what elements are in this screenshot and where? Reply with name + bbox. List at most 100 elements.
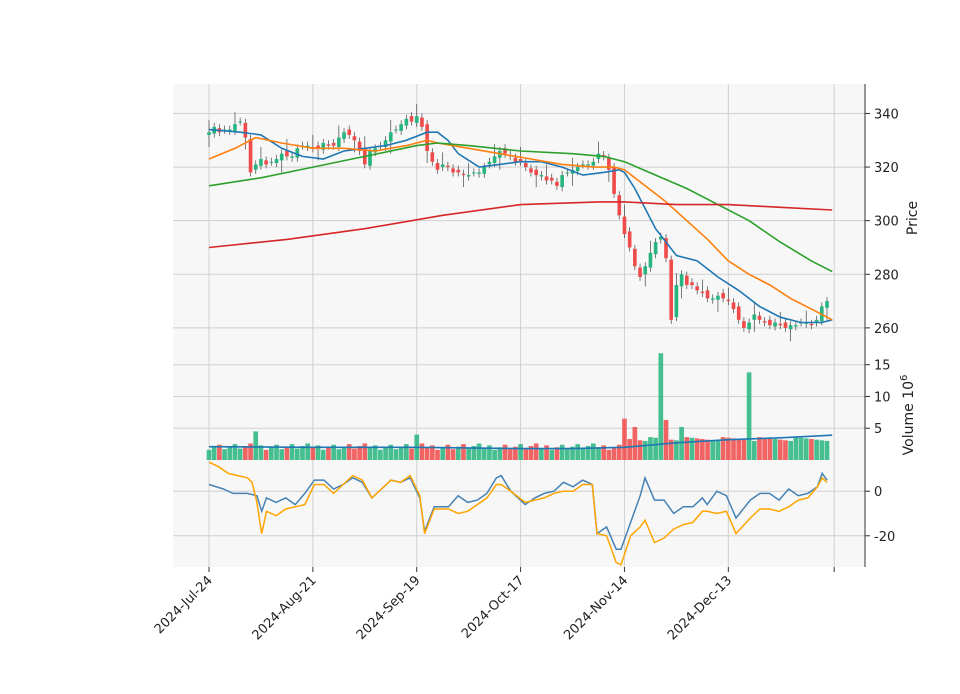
volume-bar	[315, 445, 321, 460]
candle-body	[243, 122, 248, 138]
candle-body	[503, 148, 507, 154]
volume-bar	[564, 449, 570, 460]
volume-bar	[289, 444, 295, 460]
candle-body	[648, 252, 653, 268]
volume-bar	[710, 440, 716, 460]
candle-body	[279, 153, 284, 161]
volume-bar	[694, 438, 700, 460]
candle-body	[274, 159, 279, 164]
candle-body	[726, 299, 731, 302]
candle-body	[669, 259, 674, 320]
candle-body	[544, 176, 549, 181]
volume-bar	[793, 437, 799, 460]
volume-bar	[731, 438, 736, 460]
volume-bar	[570, 446, 575, 460]
candle-body	[809, 323, 814, 326]
candle-body	[435, 163, 440, 170]
volume-bar	[300, 446, 305, 460]
volume-bar	[622, 418, 627, 460]
candle-body	[357, 141, 362, 151]
candle-body	[757, 315, 762, 320]
volume-bar	[751, 440, 757, 460]
volume-bar	[409, 448, 414, 460]
volume-bar	[440, 447, 446, 460]
volume-bar	[590, 443, 596, 460]
volume-bar	[523, 448, 529, 460]
x-tick-label: 2024-Aug-21	[250, 573, 320, 643]
candle-body	[768, 319, 772, 326]
candle-body	[731, 302, 736, 310]
volume-bar	[668, 439, 674, 460]
volume-bar	[606, 449, 612, 460]
candle-body	[253, 164, 258, 170]
volume-bar	[326, 447, 331, 460]
candle-body	[710, 298, 715, 300]
volume-bar	[404, 444, 409, 460]
volume-bar	[346, 444, 352, 460]
volume-bar	[803, 438, 809, 460]
volume-average-line	[208, 434, 833, 450]
volume-bar	[653, 437, 658, 460]
y-tick-label: 10	[874, 390, 891, 405]
volume-bar	[700, 439, 705, 460]
volume-bar	[798, 437, 804, 460]
volume-bar	[627, 439, 632, 460]
candle-body	[238, 121, 242, 123]
volume-bar	[357, 446, 362, 460]
volume-bar	[549, 449, 555, 460]
candle-body	[690, 282, 694, 285]
candle-body	[409, 116, 414, 122]
candle-body	[399, 124, 403, 131]
volume-bar	[248, 443, 253, 460]
volume-bar	[575, 444, 581, 460]
candle-body	[783, 322, 788, 328]
candle-body	[269, 161, 274, 163]
candle-body	[259, 159, 263, 166]
volume-bar	[466, 448, 472, 460]
candle-body	[752, 314, 757, 320]
volume-bar	[679, 426, 684, 460]
volume-exponent: 6	[899, 375, 910, 381]
volume-bar	[341, 446, 347, 460]
volume-bar	[658, 353, 664, 460]
candle-body	[736, 306, 741, 320]
volume-bar	[258, 445, 264, 460]
volume-bar	[263, 449, 269, 460]
volume-bar	[279, 449, 285, 460]
volume-bar	[539, 447, 544, 460]
candle-body	[342, 132, 346, 139]
candle-body	[622, 216, 627, 235]
candle-body	[607, 157, 611, 170]
candle-body	[321, 142, 326, 150]
volume-bar	[206, 449, 212, 460]
volume-bar	[419, 443, 425, 460]
candle-body	[653, 242, 658, 255]
y-tick-label: 0	[874, 485, 882, 500]
volume-bar	[689, 437, 695, 460]
volume-bar	[596, 447, 601, 460]
volume-bar	[648, 437, 653, 460]
y-tick-label: 5	[874, 422, 882, 437]
candle-body	[762, 321, 767, 323]
candle-body	[446, 165, 450, 168]
volume-bar	[481, 447, 487, 460]
volume-bar	[518, 444, 523, 460]
volume-bar	[383, 447, 388, 460]
y-tick-label: 340	[874, 107, 899, 122]
candle-body	[487, 161, 492, 165]
y-tick-label: -20	[874, 530, 895, 545]
volume-bar	[741, 439, 747, 460]
y-tick-label: 300	[874, 215, 899, 230]
candle-body	[575, 167, 580, 172]
volume-bar	[222, 449, 227, 460]
candle-body	[773, 322, 777, 327]
y-tick-label: 320	[874, 161, 899, 176]
candle-body	[581, 164, 585, 166]
volume-bar	[616, 444, 622, 460]
volume-bar	[544, 445, 549, 460]
volume-bar	[533, 443, 539, 460]
candle-body	[674, 285, 679, 318]
volume-bar	[502, 444, 508, 460]
candle-body	[778, 323, 783, 326]
